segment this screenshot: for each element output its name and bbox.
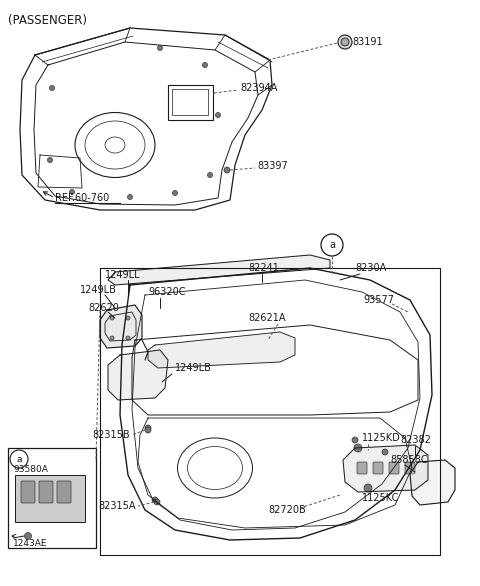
Circle shape <box>70 189 74 195</box>
Text: 82315B: 82315B <box>92 430 130 440</box>
Text: 1249LL: 1249LL <box>105 270 141 280</box>
Polygon shape <box>343 445 428 492</box>
Text: 82620: 82620 <box>88 303 119 313</box>
FancyBboxPatch shape <box>389 462 399 474</box>
Text: 1249LB: 1249LB <box>175 363 212 373</box>
Circle shape <box>145 425 151 431</box>
Text: 82394A: 82394A <box>240 83 277 93</box>
Circle shape <box>207 172 213 178</box>
Text: 1243AE: 1243AE <box>13 540 48 548</box>
FancyBboxPatch shape <box>21 481 35 503</box>
Text: 1125KD: 1125KD <box>362 433 401 443</box>
Polygon shape <box>410 460 455 505</box>
Circle shape <box>128 195 132 199</box>
Text: 1125KC: 1125KC <box>362 493 399 503</box>
FancyBboxPatch shape <box>39 481 53 503</box>
FancyBboxPatch shape <box>405 462 415 474</box>
Text: 1249LB: 1249LB <box>80 285 117 295</box>
Text: 96320C: 96320C <box>148 287 185 297</box>
Text: 82241: 82241 <box>248 263 279 273</box>
Circle shape <box>110 336 114 340</box>
Circle shape <box>216 113 220 118</box>
Text: 83191: 83191 <box>352 37 383 47</box>
Circle shape <box>382 449 388 455</box>
Polygon shape <box>148 332 295 368</box>
Circle shape <box>154 499 160 505</box>
Text: 82382: 82382 <box>400 435 431 445</box>
Circle shape <box>49 86 55 90</box>
Circle shape <box>354 444 362 452</box>
Circle shape <box>203 63 207 67</box>
Circle shape <box>338 35 352 49</box>
Text: 82621A: 82621A <box>248 313 286 323</box>
Circle shape <box>157 46 163 50</box>
Circle shape <box>110 316 114 320</box>
Circle shape <box>352 437 358 443</box>
Circle shape <box>152 497 158 503</box>
Circle shape <box>172 190 178 196</box>
Text: a: a <box>329 240 335 250</box>
Text: a: a <box>16 455 22 464</box>
Text: 93580A: 93580A <box>13 465 48 475</box>
Circle shape <box>224 167 230 173</box>
Text: 83397: 83397 <box>257 161 288 171</box>
Polygon shape <box>100 305 142 348</box>
Polygon shape <box>108 255 330 285</box>
Circle shape <box>364 484 372 492</box>
Circle shape <box>145 427 151 433</box>
Text: (PASSENGER): (PASSENGER) <box>8 14 87 27</box>
Text: 85858C: 85858C <box>390 455 428 465</box>
Text: 82315A: 82315A <box>98 501 136 511</box>
Polygon shape <box>108 350 168 400</box>
Circle shape <box>126 336 130 340</box>
FancyBboxPatch shape <box>357 462 367 474</box>
Circle shape <box>126 316 130 320</box>
Circle shape <box>24 533 32 540</box>
FancyBboxPatch shape <box>373 462 383 474</box>
Text: 93577: 93577 <box>363 295 394 305</box>
Text: 82720B: 82720B <box>268 505 306 515</box>
Text: 8230A: 8230A <box>355 263 386 273</box>
Circle shape <box>48 158 52 162</box>
FancyBboxPatch shape <box>57 481 71 503</box>
Text: REF.60-760: REF.60-760 <box>55 193 109 203</box>
Circle shape <box>341 38 349 46</box>
FancyBboxPatch shape <box>15 475 85 522</box>
